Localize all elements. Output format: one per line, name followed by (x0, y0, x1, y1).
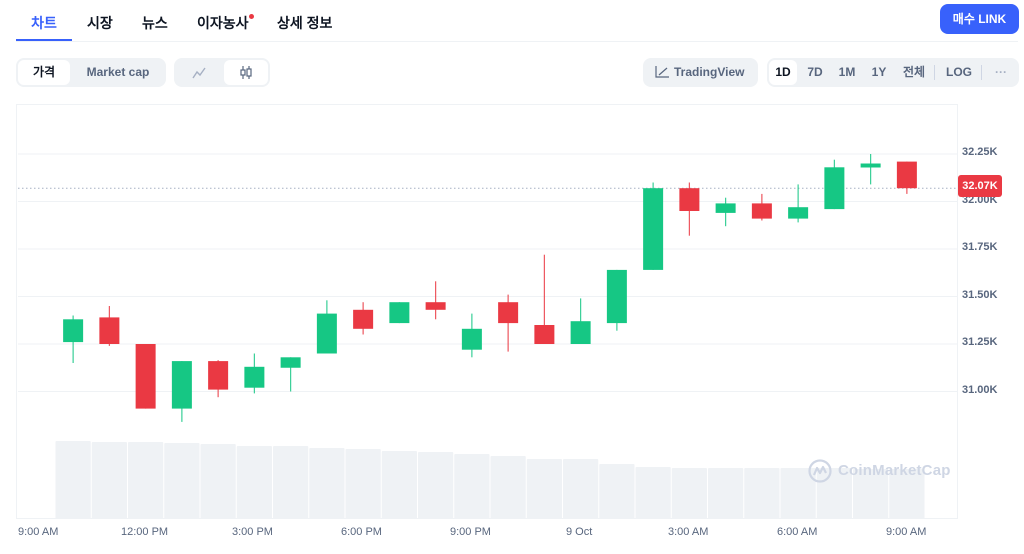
y-axis-label: 31.25K (962, 336, 998, 348)
tab-bar: 차트 시장 뉴스 이자농사 상세 정보 (16, 0, 1018, 42)
range-all[interactable]: 전체 (902, 65, 926, 79)
tab-news[interactable]: 뉴스 (142, 15, 168, 31)
x-axis-label: 3:00 PM (232, 526, 273, 538)
market-cap-option[interactable]: Market cap (86, 65, 150, 79)
x-axis-label: 9:00 PM (450, 526, 491, 538)
range-1y[interactable]: 1Y (871, 65, 887, 79)
coinmarketcap-logo-icon (808, 459, 832, 483)
candlestick-chart-button[interactable] (224, 60, 268, 85)
notification-dot (248, 14, 254, 19)
current-price-tag: 32.07K (958, 175, 1002, 197)
range-1d[interactable]: 1D (769, 60, 797, 85)
line-chart-icon (192, 67, 206, 79)
tab-yield-farming[interactable]: 이자농사 (197, 0, 254, 41)
divider (934, 65, 935, 80)
tradingview-label: TradingView (674, 65, 745, 79)
divider (981, 65, 982, 80)
price-option[interactable]: 가격 (18, 60, 70, 85)
y-axis-label: 31.00K (962, 383, 998, 396)
x-axis-label: 9:00 AM (886, 526, 927, 538)
tab-chart[interactable]: 차트 (16, 0, 72, 41)
metric-toggle: 가격 Market cap (16, 58, 166, 87)
y-axis-label: 31.50K (962, 288, 998, 301)
y-axis-label: 31.75K (962, 241, 998, 253)
tab-details[interactable]: 상세 정보 (277, 15, 333, 31)
candlestick-icon (240, 66, 252, 79)
time-range-selector: 1D 7D 1M 1Y 전체 LOG ··· (767, 58, 1019, 87)
buy-button[interactable]: 매수 LINK (940, 4, 1019, 34)
tab-yield-farming-label: 이자농사 (197, 15, 249, 31)
more-options-button[interactable]: ··· (995, 65, 1007, 79)
tradingview-chart-icon (655, 66, 669, 78)
x-axis-label: 6:00 PM (341, 526, 382, 538)
x-axis-label: 9:00 AM (18, 526, 59, 538)
x-axis-label: 9 Oct (566, 526, 593, 538)
tab-market[interactable]: 시장 (87, 15, 113, 31)
y-axis-label: 32.25K (962, 146, 998, 158)
line-chart-button[interactable] (176, 60, 222, 85)
x-axis-label: 12:00 PM (121, 526, 169, 538)
tradingview-button[interactable]: TradingView (643, 58, 758, 87)
range-1m[interactable]: 1M (838, 65, 856, 79)
log-scale-toggle[interactable]: LOG (946, 65, 972, 79)
x-axis-label: 6:00 AM (777, 526, 818, 538)
price-chart[interactable] (16, 104, 958, 519)
chart-type-toggle (174, 58, 270, 87)
range-7d[interactable]: 7D (807, 65, 823, 79)
x-axis-label: 3:00 AM (668, 526, 709, 538)
